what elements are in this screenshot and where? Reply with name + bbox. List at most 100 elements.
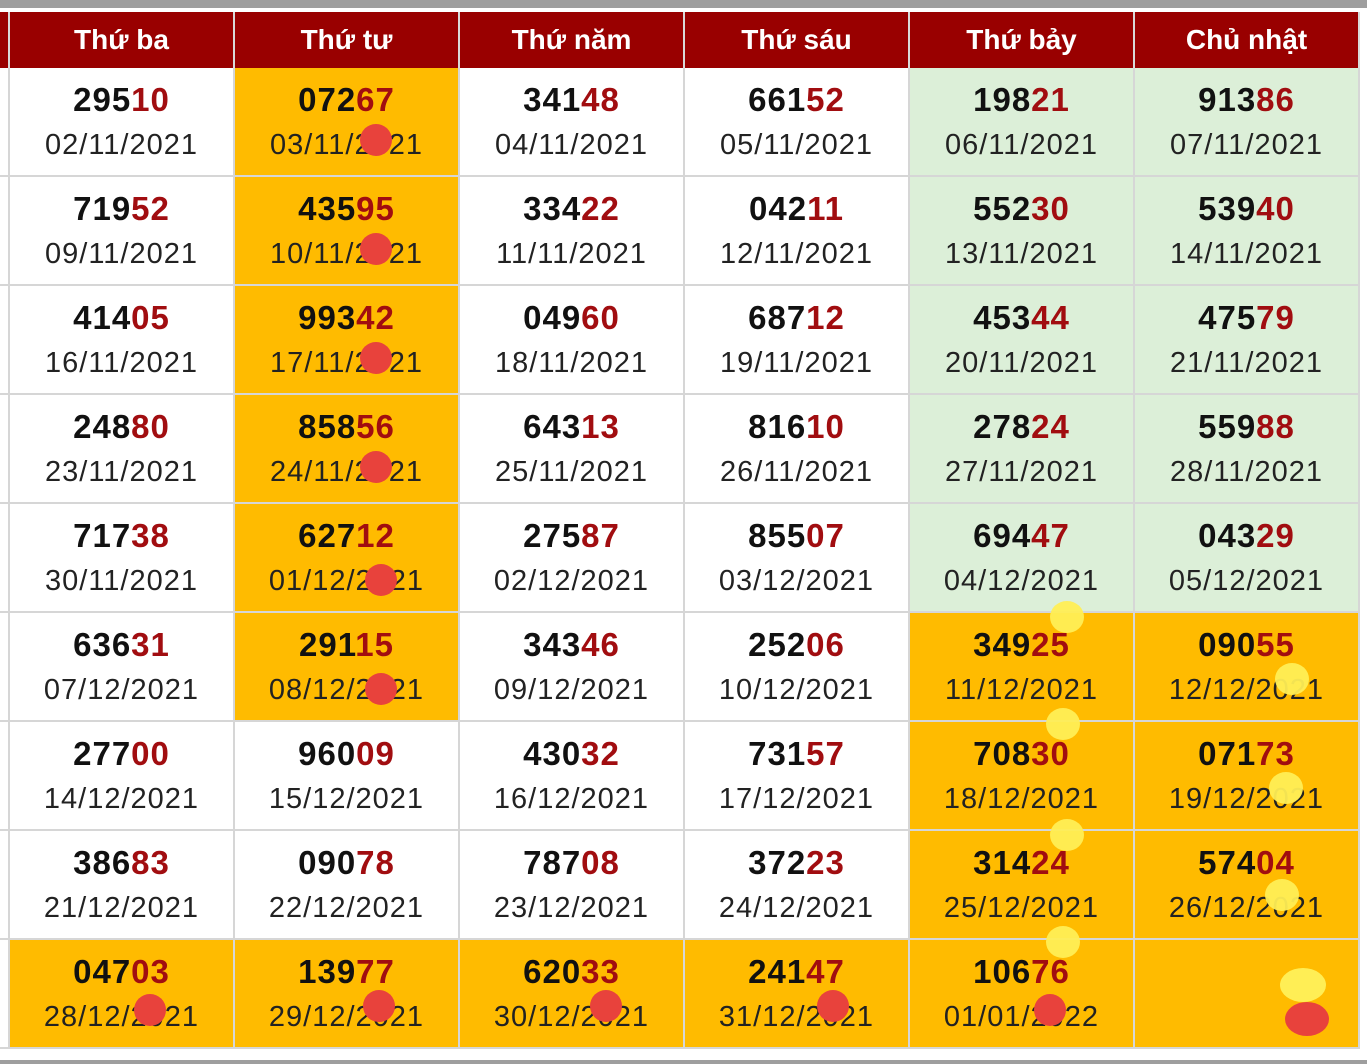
result-number: 31424: [973, 843, 1070, 883]
number-suffix: 31: [131, 625, 170, 663]
result-date: 31/12/2021: [718, 1000, 875, 1033]
result-date: 16/12/2021: [493, 782, 650, 815]
yellow-marker-dot: [1046, 708, 1080, 740]
result-cell: 04703 28/12/2021: [10, 940, 235, 1049]
number-suffix: 15: [355, 625, 394, 663]
result-cell: 07267 03/11/2021: [235, 68, 460, 177]
number-suffix: 24: [1031, 407, 1070, 445]
yellow-marker-dot: [1050, 819, 1084, 851]
result-number: 55230: [973, 189, 1070, 229]
red-marker-dot: [590, 990, 622, 1022]
result-date: 20/11/2021: [945, 346, 1098, 379]
result-date: 01/12/2021: [268, 564, 425, 597]
number-prefix: 661: [748, 80, 807, 118]
number-prefix: 539: [1198, 189, 1257, 227]
number-prefix: 731: [748, 734, 807, 772]
result-number: 24147: [748, 952, 845, 992]
number-prefix: 047: [73, 952, 132, 990]
number-suffix: 44: [1031, 298, 1070, 336]
result-number: 25206: [748, 625, 845, 665]
result-date: 13/11/2021: [945, 237, 1098, 270]
result-number: 81610: [748, 407, 845, 447]
result-date: 03/12/2021: [718, 564, 875, 597]
number-prefix: 386: [73, 843, 132, 881]
red-marker-dot: [360, 233, 392, 265]
number-prefix: 858: [298, 407, 357, 445]
result-date: 17/12/2021: [718, 782, 875, 815]
result-number: 04960: [523, 298, 620, 338]
row-edge-cell: [0, 831, 10, 940]
number-suffix: 42: [356, 298, 395, 336]
number-prefix: 643: [523, 407, 582, 445]
result-date: 23/12/2021: [493, 891, 650, 924]
result-cell: 53940 14/11/2021: [1135, 177, 1360, 286]
result-cell: 63631 07/12/2021: [10, 613, 235, 722]
yellow-marker-oval: [1280, 968, 1326, 1002]
number-suffix: 95: [356, 189, 395, 227]
row-edge-cell: [0, 613, 10, 722]
result-number: 66152: [748, 80, 845, 120]
result-cell: 34148 04/11/2021: [460, 68, 685, 177]
result-date: 25/11/2021: [495, 455, 648, 488]
red-marker-dot: [817, 990, 849, 1022]
result-date: 24/12/2021: [718, 891, 875, 924]
number-prefix: 090: [1198, 625, 1257, 663]
number-prefix: 694: [973, 516, 1032, 554]
result-number: 78708: [523, 843, 620, 883]
result-cell: 55230 13/11/2021: [910, 177, 1135, 286]
number-suffix: 88: [1256, 407, 1295, 445]
header-thursday: Thứ năm: [460, 12, 685, 68]
yellow-marker-dot: [1275, 663, 1309, 695]
result-date: 14/11/2021: [1170, 237, 1323, 270]
number-suffix: 79: [1256, 298, 1295, 336]
result-cell: 04329 05/12/2021: [1135, 504, 1360, 613]
number-suffix: 22: [581, 189, 620, 227]
result-number: 53940: [1198, 189, 1295, 229]
result-date: 18/12/2021: [943, 782, 1100, 815]
number-prefix: 855: [748, 516, 807, 554]
result-cell: 34925 11/12/2021: [910, 601, 1135, 722]
result-cell: 31424 25/12/2021: [910, 819, 1135, 940]
result-date: 04/11/2021: [495, 128, 648, 161]
number-suffix: 60: [581, 298, 620, 336]
number-prefix: 636: [73, 625, 132, 663]
result-date: 01/01/2022: [943, 1000, 1100, 1033]
result-number: 07267: [298, 80, 395, 120]
result-cell: 43595 10/11/2021: [235, 177, 460, 286]
number-prefix: 043: [1198, 516, 1257, 554]
header-tuesday: Thứ ba: [10, 12, 235, 68]
result-number: 34346: [523, 625, 620, 665]
number-suffix: 56: [356, 407, 395, 445]
number-prefix: 816: [748, 407, 807, 445]
result-number: 37223: [748, 843, 845, 883]
number-prefix: 552: [973, 189, 1032, 227]
number-suffix: 78: [356, 843, 395, 881]
number-prefix: 314: [973, 843, 1032, 881]
red-marker-dot: [1034, 994, 1066, 1026]
result-date: 07/11/2021: [1170, 128, 1323, 161]
result-cell: 70830 18/12/2021: [910, 708, 1135, 831]
number-prefix: 341: [523, 80, 582, 118]
result-date: 22/12/2021: [268, 891, 425, 924]
number-suffix: 83: [131, 843, 170, 881]
result-cell: 09055 12/12/2021: [1135, 613, 1360, 722]
number-suffix: 06: [806, 625, 845, 663]
result-number: 71738: [73, 516, 170, 556]
red-marker-dot: [363, 990, 395, 1022]
row-edge-cell: [0, 177, 10, 286]
number-suffix: 55: [1256, 625, 1295, 663]
number-prefix: 106: [973, 952, 1032, 990]
result-number: 85856: [298, 407, 395, 447]
result-number: 19821: [973, 80, 1070, 120]
result-number: 70830: [973, 734, 1070, 774]
result-number: 63631: [73, 625, 170, 665]
result-date: 09/11/2021: [45, 237, 198, 270]
red-marker-dot: [360, 124, 392, 156]
number-prefix: 252: [748, 625, 807, 663]
number-suffix: 76: [1031, 952, 1070, 990]
number-suffix: 52: [806, 80, 845, 118]
result-cell: 27824 27/11/2021: [910, 395, 1135, 504]
result-cell: 96009 15/12/2021: [235, 722, 460, 831]
number-suffix: 30: [1031, 734, 1070, 772]
row-edge-cell: [0, 68, 10, 177]
